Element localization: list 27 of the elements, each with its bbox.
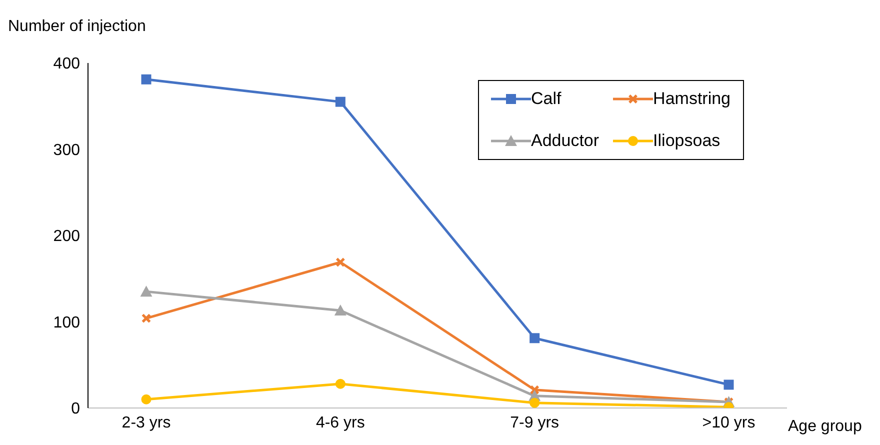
point xyxy=(140,286,152,297)
x-tick-label: 2-3 yrs xyxy=(122,414,171,432)
point xyxy=(142,314,151,323)
legend-label: Iliopsoas xyxy=(653,131,720,151)
x-tick-label: 7-9 yrs xyxy=(510,414,560,432)
point xyxy=(334,304,346,316)
y-tick-label: 400 xyxy=(53,56,80,73)
y-tick-label: 200 xyxy=(53,228,80,246)
point xyxy=(141,74,152,84)
legend-label: Hamstring xyxy=(653,89,731,109)
point xyxy=(530,385,540,394)
point xyxy=(335,96,346,107)
point xyxy=(335,378,346,389)
point xyxy=(724,380,734,390)
legend-label: Adductor xyxy=(531,131,600,151)
y-tick-label: 0 xyxy=(71,400,80,418)
legend-label: Calf xyxy=(531,89,562,109)
y-tick-label: 300 xyxy=(53,142,80,159)
x-tick-label: 4-6 yrs xyxy=(316,414,365,432)
point xyxy=(336,258,345,267)
point xyxy=(530,333,540,344)
point xyxy=(141,394,152,404)
x-axis-title: Age group xyxy=(788,418,862,436)
y-axis-title: Number of injection xyxy=(8,18,146,36)
y-tick-label: 100 xyxy=(53,314,80,332)
x-tick-label: >10 yrs xyxy=(702,414,756,432)
point xyxy=(530,398,540,408)
